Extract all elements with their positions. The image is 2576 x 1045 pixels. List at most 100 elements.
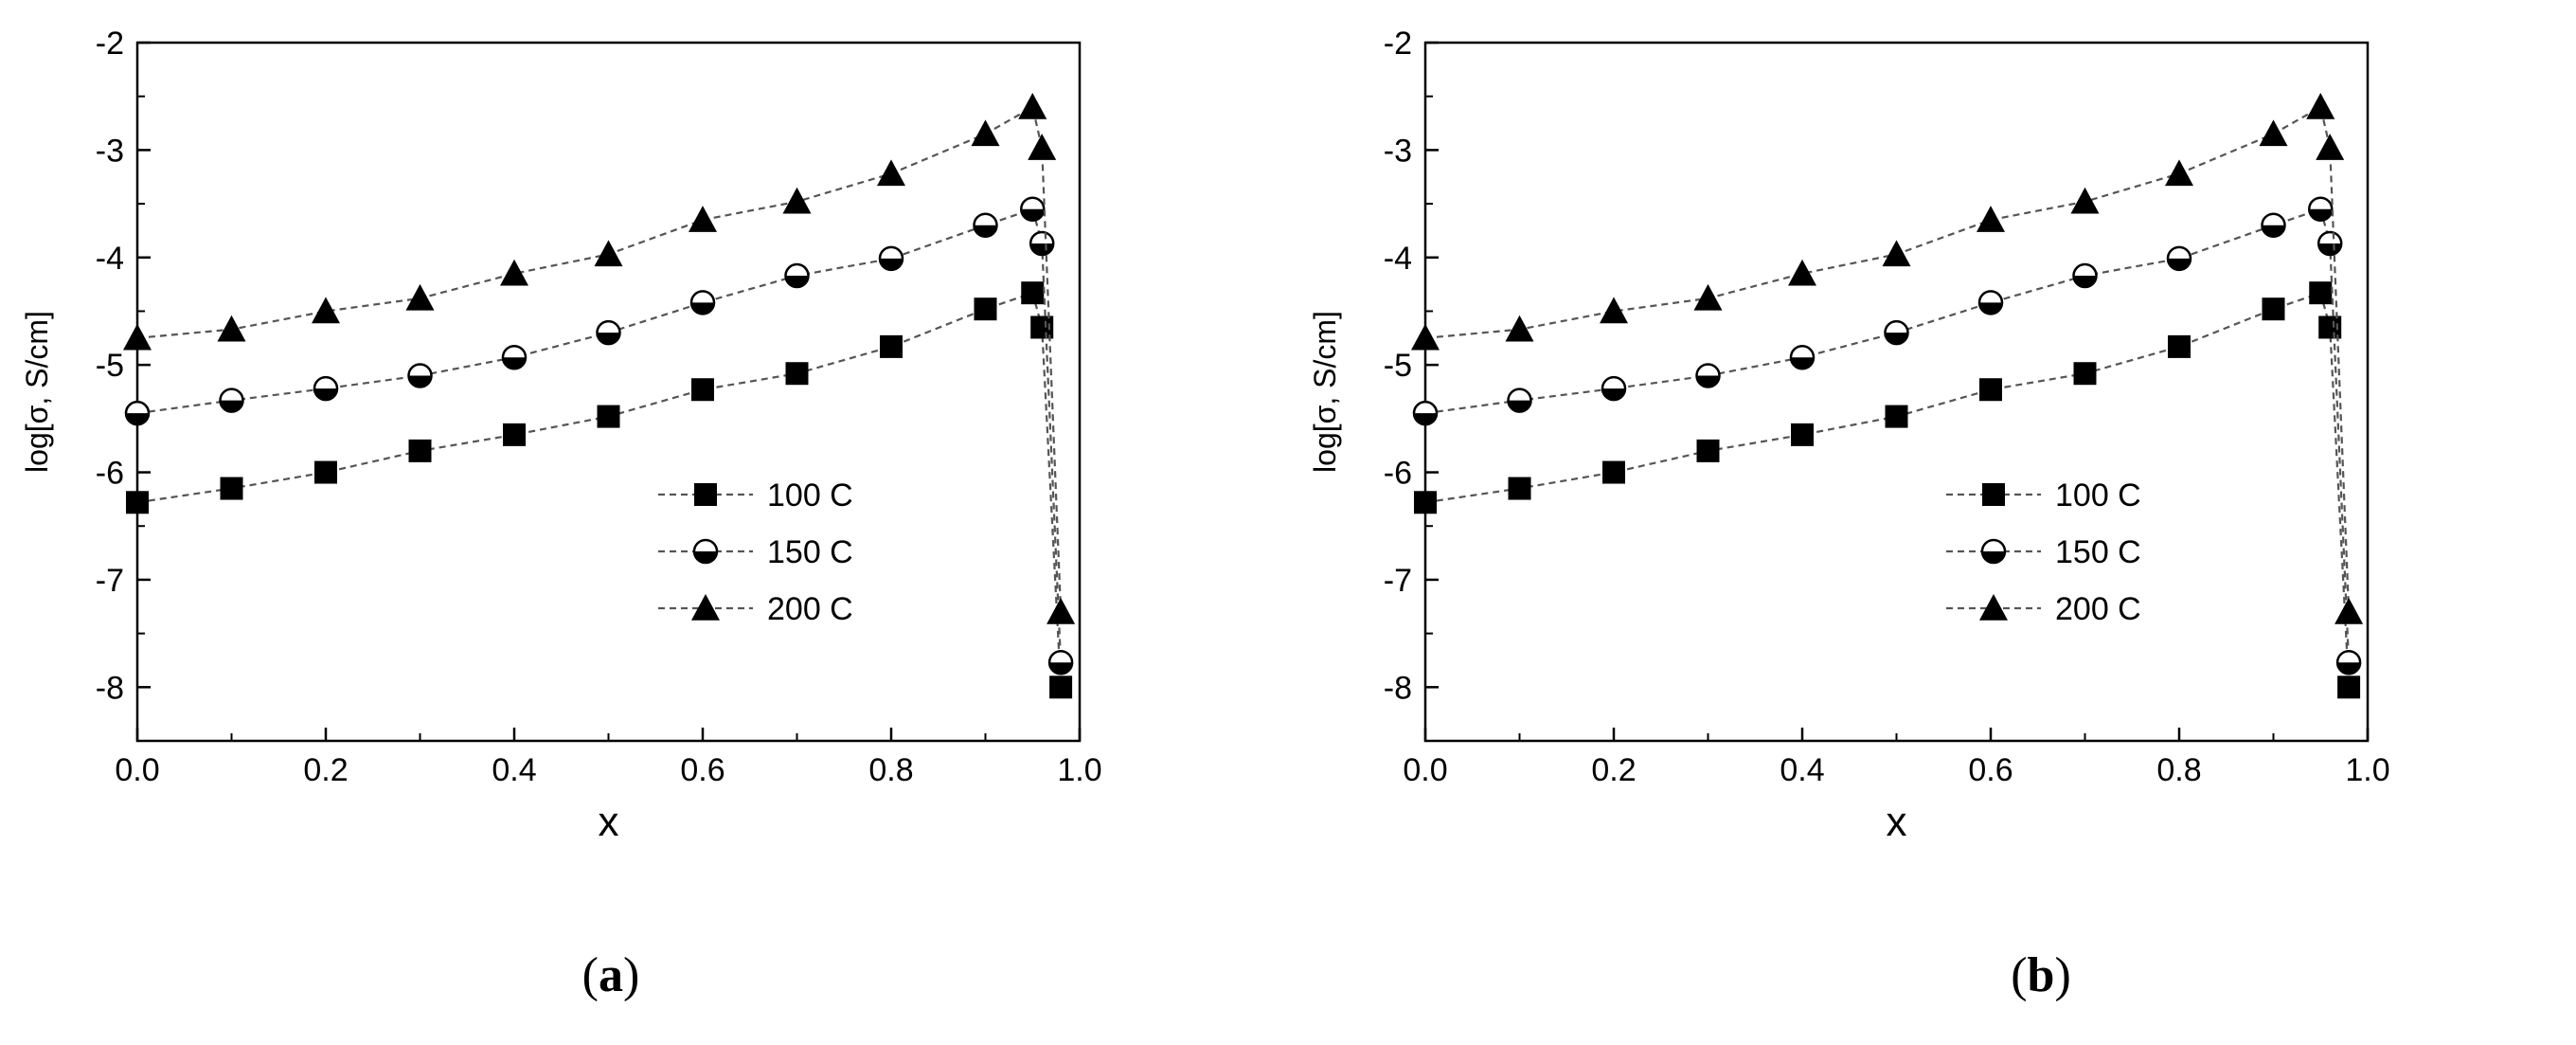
data-point — [1695, 363, 1721, 388]
data-point — [1977, 290, 2004, 315]
data-point — [1977, 206, 2005, 232]
data-point — [2317, 230, 2343, 257]
data-point — [2335, 649, 2362, 676]
legend-label: 200 C — [767, 591, 853, 627]
chart-a-svg: 0.0 0.2 0.4 0.6 0.8 1.0 -2 -3 -4 -5 -6 -7 -8 x log[σ, … — [20, 26, 1102, 845]
x-tick-label: 0.6 — [680, 752, 724, 788]
x-tick-label: 1.0 — [1057, 752, 1101, 788]
data-point — [691, 378, 714, 402]
data-point — [220, 477, 243, 500]
x-tick-label: 0.4 — [1780, 752, 1824, 788]
data-point — [689, 206, 717, 232]
y-tick-label: -8 — [96, 670, 124, 706]
data-point — [1018, 93, 1047, 119]
x-tick-label: 0.4 — [492, 752, 536, 788]
legend-marker — [1980, 538, 2007, 565]
data-point — [1028, 134, 1057, 160]
data-point — [219, 387, 244, 413]
legend-item: 150 C — [658, 534, 853, 570]
y-tick-label: -5 — [96, 348, 124, 384]
y-tick-label: -6 — [1384, 456, 1412, 492]
chart-b-svg: 0.0 0.2 0.4 0.6 0.8 1.0 -2 -3 -4 -5 -6 -7 -8 x log[σ, … — [1308, 26, 2390, 845]
legend-label: 100 C — [2055, 477, 2141, 513]
legend-marker — [1979, 594, 2008, 621]
data-point — [408, 439, 432, 462]
data-point — [1021, 281, 1045, 305]
data-point — [973, 212, 998, 239]
legend-item: 100 C — [1946, 477, 2141, 513]
series-line-150-c — [136, 207, 1063, 663]
plot-frame — [1423, 41, 2370, 743]
legend-marker — [1982, 483, 2005, 506]
data-point — [126, 491, 149, 514]
data-point — [2070, 187, 2100, 214]
series-line-200-c — [136, 105, 1063, 612]
series-markers-200-c — [1411, 93, 2364, 624]
legend-marker — [694, 483, 717, 506]
data-point — [1882, 240, 1911, 267]
series-markers-100-c — [126, 281, 1073, 699]
data-point — [2259, 119, 2288, 147]
legend-item: 150 C — [1946, 534, 2141, 570]
y-tick-label: -3 — [1384, 133, 1412, 169]
legend-label: 150 C — [2055, 534, 2141, 570]
data-point — [1601, 375, 1627, 402]
data-point — [878, 245, 904, 272]
y-tick-label: -7 — [1384, 563, 1412, 599]
chart-panel-a: 0.0 0.2 0.4 0.6 0.8 1.0 -2 -3 -4 -5 -6 -7 -8 x log[σ, … — [20, 26, 1102, 1002]
data-point — [1884, 319, 1909, 346]
data-point — [1508, 477, 1531, 500]
data-point — [312, 297, 340, 324]
data-point — [500, 259, 528, 286]
legend-label: 100 C — [767, 477, 853, 513]
data-point — [594, 240, 623, 267]
data-point — [880, 334, 903, 358]
data-point — [2261, 212, 2286, 239]
data-point — [407, 363, 433, 388]
plot-frame — [135, 41, 1082, 743]
caption-b-letter: b — [2027, 948, 2055, 1002]
data-point — [974, 297, 997, 321]
y-tick-label: -2 — [1384, 26, 1412, 62]
data-point — [1979, 378, 2002, 402]
data-point — [1412, 400, 1439, 426]
legend-marker — [691, 594, 720, 621]
x-tick-label: 0.0 — [115, 752, 159, 788]
data-point — [2316, 134, 2345, 160]
x-tick-label: 0.8 — [2156, 752, 2201, 788]
data-point — [1029, 230, 1055, 257]
data-point — [1020, 196, 1046, 222]
data-point — [1411, 323, 1440, 351]
caption-a-letter: a — [599, 948, 623, 1002]
data-point — [124, 400, 151, 426]
caption-a: (a) — [581, 948, 640, 1002]
y-tick-label: -6 — [96, 456, 124, 492]
data-point — [503, 423, 526, 446]
data-point — [1696, 439, 1720, 462]
data-point — [2337, 676, 2361, 699]
y-tick-label: -4 — [1384, 241, 1412, 277]
data-point — [689, 290, 716, 315]
data-point — [2073, 362, 2097, 386]
data-point — [217, 315, 246, 342]
legend-marker — [692, 538, 719, 565]
y-tick-label: -4 — [96, 241, 124, 277]
data-point — [597, 405, 620, 428]
data-point — [1693, 283, 1723, 311]
legend-item: 200 C — [658, 591, 853, 627]
data-point — [2262, 297, 2285, 321]
data-point — [2334, 597, 2364, 624]
series-markers-150-c — [124, 196, 1074, 676]
data-point — [785, 362, 809, 386]
series-line-100-c — [136, 291, 1063, 688]
y-tick-label: -5 — [1384, 348, 1412, 384]
legend-label: 200 C — [2055, 591, 2141, 627]
data-point — [1047, 649, 1074, 676]
data-point — [1791, 423, 1814, 446]
caption-b: (b) — [2011, 948, 2071, 1002]
series-markers-150-c — [1412, 196, 2362, 676]
data-point — [501, 344, 528, 370]
x-tick-label: 0.2 — [1591, 752, 1636, 788]
data-point — [1788, 259, 1816, 286]
data-point — [2308, 196, 2334, 222]
